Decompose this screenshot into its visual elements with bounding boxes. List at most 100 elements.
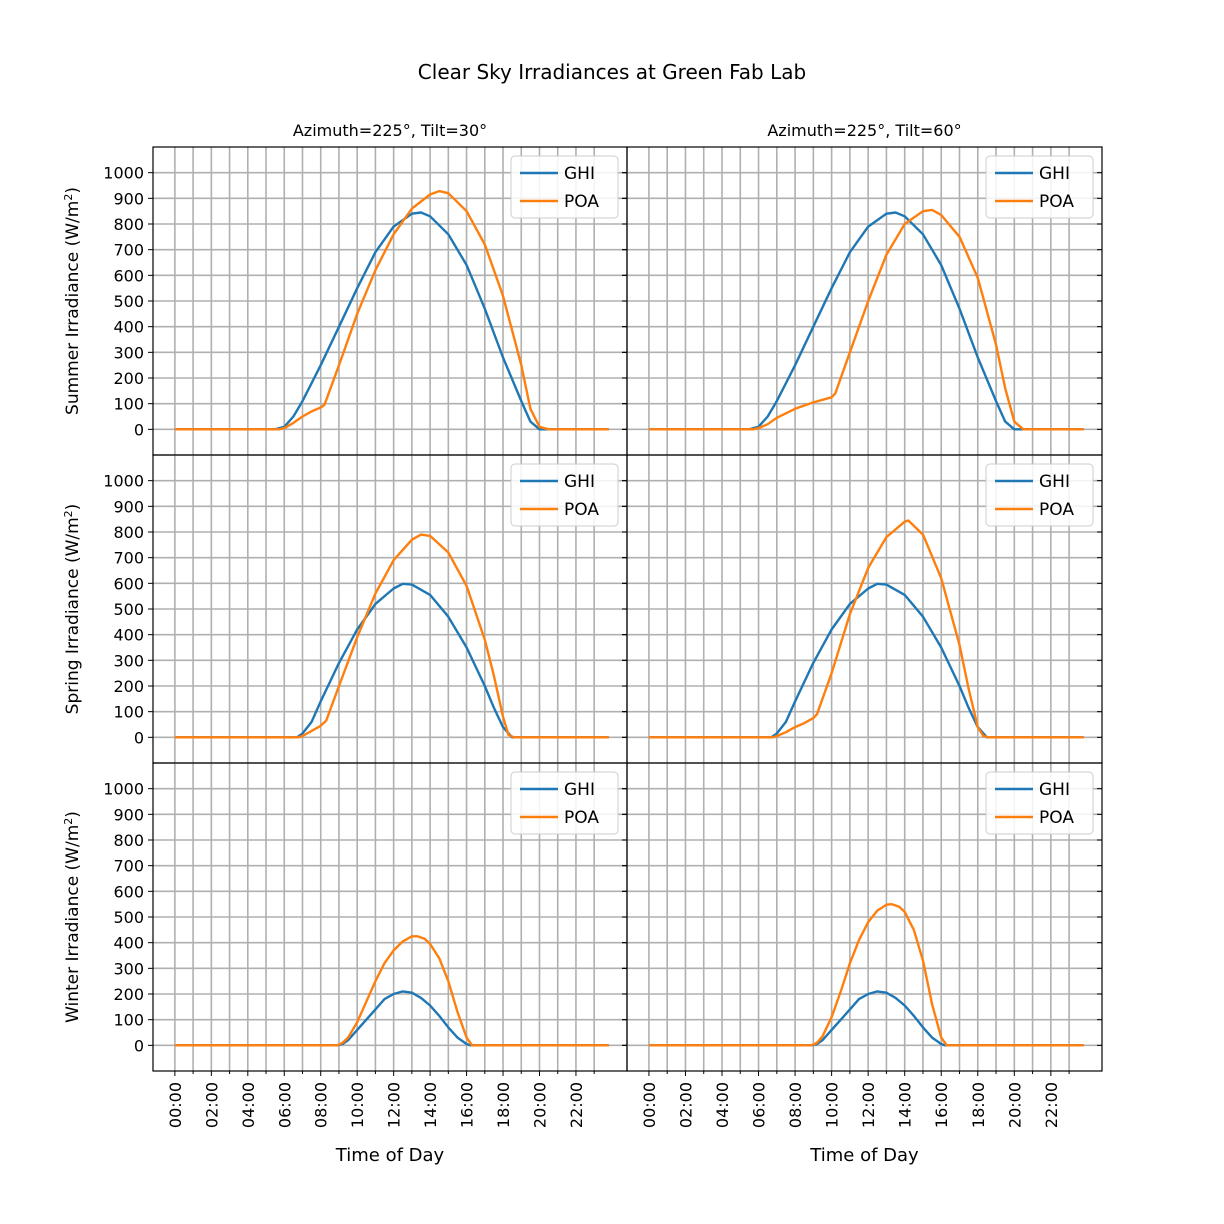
- legend: GHI POA: [510, 155, 619, 219]
- x-axis-label: Time of Day: [809, 1145, 919, 1166]
- series-line-ghi: [648, 582, 1084, 739]
- y-tick-label: 500: [113, 292, 144, 311]
- y-tick-label: 1000: [103, 472, 144, 491]
- panels-group: 01002003004005006007008009001000Azimuth=…: [62, 121, 1103, 1166]
- y-axis-label-text: Spring Irradiance (W/m: [63, 517, 83, 714]
- y-tick-label: 400: [113, 626, 144, 645]
- series-line-ghi: [174, 582, 609, 739]
- y-tick-label: 300: [113, 959, 144, 978]
- x-tick-label: 14:00: [421, 1082, 440, 1128]
- legend-box: [985, 155, 1094, 219]
- y-axis-label-text: Summer Irradiance (W/m: [63, 201, 83, 415]
- y-tick-label: 600: [113, 574, 144, 593]
- legend-label-ghi: GHI: [1039, 164, 1070, 184]
- legend: GHI POA: [510, 771, 619, 835]
- x-tick-label: 12:00: [859, 1082, 878, 1128]
- series-line-poa: [648, 208, 1084, 431]
- legend-label-ghi: GHI: [564, 780, 595, 800]
- y-tick-label: 0: [134, 420, 144, 439]
- y-tick-label: 500: [113, 600, 144, 619]
- y-tick-label: 1000: [103, 780, 144, 799]
- x-tick-label: 00:00: [166, 1082, 185, 1128]
- series-line-poa: [174, 533, 609, 739]
- x-tick-label: 20:00: [531, 1082, 550, 1128]
- y-tick-label: 100: [113, 1011, 144, 1030]
- y-tick-label: 800: [113, 831, 144, 850]
- legend-box: [985, 463, 1094, 527]
- subplot-summer-tilt-30: 0 100 200 300 400 500 600 700 800 900 1000 Azimuth=…: [62, 121, 628, 460]
- y-axis-label: Summer Irradiance (W/m2): [62, 187, 84, 415]
- legend-box: [510, 463, 619, 527]
- x-tick-label: 20:00: [1005, 1082, 1024, 1128]
- y-axis-label-superscript: 2: [62, 818, 75, 825]
- subplot-title: Azimuth=225°, Tilt=60°: [767, 121, 961, 140]
- x-tick-label: 10:00: [348, 1082, 367, 1128]
- legend-label-ghi: GHI: [564, 472, 595, 492]
- y-tick-label: 0: [134, 728, 144, 747]
- legend-label-poa: POA: [1039, 500, 1074, 520]
- x-tick-label: 22:00: [1042, 1082, 1061, 1128]
- legend-label-poa: POA: [1039, 808, 1074, 828]
- subplot-spring-tilt-30: 0 100 200 300 400 500 600 700 800 900 1000 Spring I…: [62, 454, 628, 768]
- legend-label-poa: POA: [564, 192, 599, 212]
- series-line-ghi: [174, 211, 609, 431]
- y-tick-label: 200: [113, 369, 144, 388]
- y-tick-label: 600: [113, 266, 144, 285]
- x-tick-label: 02:00: [202, 1082, 221, 1128]
- series-line-ghi: [648, 211, 1084, 431]
- legend-box: [985, 771, 1094, 835]
- series-line-poa: [174, 935, 609, 1047]
- y-tick-label: 400: [113, 934, 144, 953]
- y-tick-label: 1000: [103, 164, 144, 183]
- x-tick-label: 22:00: [567, 1082, 586, 1128]
- series-line-poa: [174, 189, 609, 431]
- x-tick-label: 14:00: [896, 1082, 915, 1128]
- y-axis-label-superscript: 2: [62, 194, 75, 201]
- y-tick-label: 300: [113, 343, 144, 362]
- y-tick-label: 0: [134, 1036, 144, 1055]
- legend-box: [510, 155, 619, 219]
- x-tick-label: 18:00: [969, 1082, 988, 1128]
- y-tick-label: 900: [113, 189, 144, 208]
- legend-box: [510, 771, 619, 835]
- y-tick-label: 100: [113, 395, 144, 414]
- y-tick-label: 200: [113, 985, 144, 1004]
- y-axis-label-superscript: 2: [62, 510, 75, 517]
- legend-label-ghi: GHI: [1039, 780, 1070, 800]
- x-tick-label: 00:00: [640, 1082, 659, 1128]
- y-tick-label: 700: [113, 241, 144, 260]
- x-tick-label: 06:00: [275, 1082, 294, 1128]
- legend: GHI POA: [985, 463, 1094, 527]
- x-tick-label: 06:00: [750, 1082, 769, 1128]
- y-tick-label: 700: [113, 549, 144, 568]
- legend: GHI POA: [985, 155, 1094, 219]
- x-tick-label: 04:00: [239, 1082, 258, 1128]
- x-tick-label: 16:00: [932, 1082, 951, 1128]
- y-axis-label: Winter Irradiance (W/m2): [62, 811, 84, 1023]
- x-axis-label: Time of Day: [335, 1145, 445, 1166]
- subplot-winter-tilt-60: 00:00 02:00 04:00 06:00 08:00 10:00 12:00 14:00…: [622, 762, 1103, 1166]
- series-line-poa: [648, 903, 1084, 1047]
- x-tick-label: 08:00: [312, 1082, 331, 1128]
- y-tick-label: 500: [113, 908, 144, 927]
- series-line-ghi: [174, 990, 609, 1047]
- x-tick-label: 02:00: [677, 1082, 696, 1128]
- x-tick-label: 18:00: [494, 1082, 513, 1128]
- y-tick-label: 800: [113, 523, 144, 542]
- y-axis-label-suffix: ): [63, 187, 83, 194]
- series-line-poa: [648, 519, 1084, 739]
- subplot-spring-tilt-60: GHI POA: [622, 454, 1103, 768]
- y-tick-label: 200: [113, 677, 144, 696]
- x-tick-label: 04:00: [713, 1082, 732, 1128]
- legend-label-ghi: GHI: [564, 164, 595, 184]
- y-tick-label: 400: [113, 318, 144, 337]
- y-tick-label: 300: [113, 651, 144, 670]
- y-tick-label: 700: [113, 857, 144, 876]
- x-tick-label: 10:00: [823, 1082, 842, 1128]
- subplot-title: Azimuth=225°, Tilt=30°: [293, 121, 487, 140]
- y-axis-label: Spring Irradiance (W/m2): [62, 504, 84, 715]
- y-tick-label: 900: [113, 805, 144, 824]
- x-tick-label: 12:00: [385, 1082, 404, 1128]
- y-tick-label: 900: [113, 497, 144, 516]
